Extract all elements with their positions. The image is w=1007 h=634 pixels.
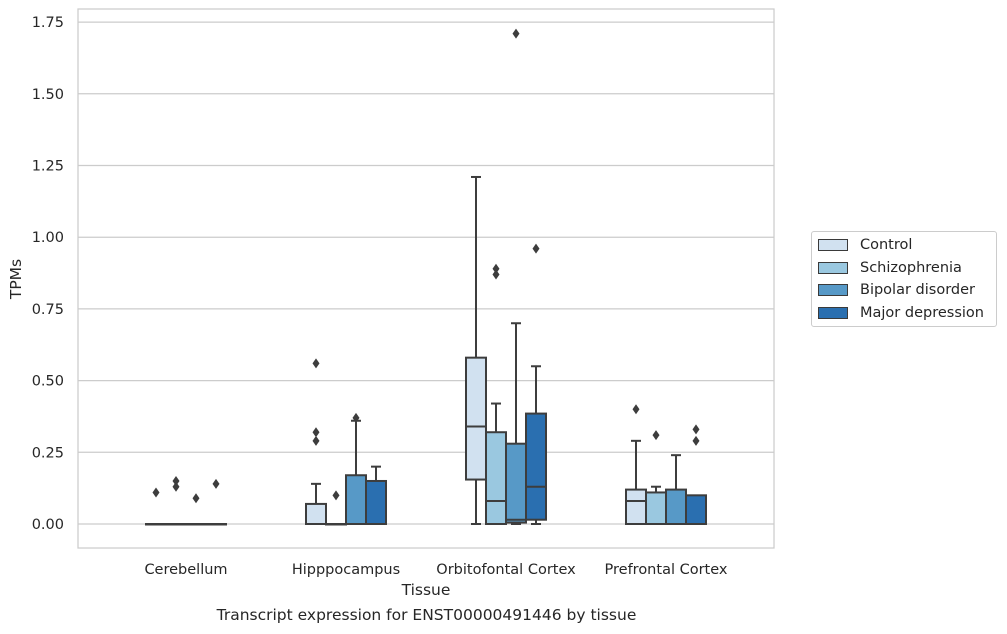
legend-swatch-control xyxy=(818,239,848,251)
y-tick-label: 0.50 xyxy=(32,374,64,390)
legend-label-major-depression: Major depression xyxy=(860,305,984,321)
y-axis-label: TPMs xyxy=(7,259,25,300)
outlier-point xyxy=(692,435,700,446)
legend-swatch-schizophrenia xyxy=(818,262,848,274)
iqr-box xyxy=(645,491,667,525)
y-tick-label: 1.25 xyxy=(32,159,64,175)
outlier-point xyxy=(632,404,640,415)
iqr-box xyxy=(485,431,507,525)
outlier-point xyxy=(192,493,200,504)
iqr-box xyxy=(525,412,547,521)
y-tick-label: 1.50 xyxy=(32,87,64,103)
outlier-point xyxy=(172,481,180,492)
box-bipolar-disorder xyxy=(185,493,207,526)
outlier-point xyxy=(332,490,340,501)
outlier-point xyxy=(512,28,520,39)
iqr-box xyxy=(465,356,487,481)
outlier-point xyxy=(172,475,180,486)
box-bipolar-disorder xyxy=(345,412,367,525)
y-tick-label: 0.00 xyxy=(32,517,64,533)
y-tick-label: 1.00 xyxy=(32,230,64,246)
box-major-depression xyxy=(525,243,547,525)
iqr-box xyxy=(685,494,707,526)
outlier-point xyxy=(532,243,540,254)
legend-swatch-major-depression xyxy=(818,307,848,319)
gridlines xyxy=(78,21,774,525)
x-tick-label: Prefrontal Cortex xyxy=(605,562,728,578)
outlier-point xyxy=(352,412,360,423)
x-tick-label: Hipppocampus xyxy=(292,562,400,578)
tick-labels: 0.00 0.25 0.50 0.75 1.00 1.25 1.50 1.75 Cerebell… xyxy=(32,15,728,578)
box-schizophrenia xyxy=(325,490,347,526)
box-major-depression xyxy=(685,424,707,526)
iqr-box xyxy=(625,488,647,526)
y-tick-label: 0.25 xyxy=(32,445,64,461)
box-control xyxy=(145,487,167,526)
outlier-point xyxy=(692,424,700,435)
iqr-box xyxy=(345,474,367,525)
legend-item-control: Control xyxy=(818,237,912,253)
box-bipolar-disorder xyxy=(665,454,687,526)
box-schizophrenia xyxy=(645,430,667,525)
legend: Control Schizophrenia Bipolar disorder M… xyxy=(811,231,997,327)
plot-frame xyxy=(77,8,775,549)
outlier-point xyxy=(492,263,500,274)
x-tick-label: Orbitofontal Cortex xyxy=(436,562,576,578)
y-tick-label: 1.75 xyxy=(32,15,64,31)
box-control xyxy=(305,358,327,526)
y-tick-label: 0.75 xyxy=(32,302,64,318)
x-axis-label: Tissue xyxy=(401,581,451,599)
outlier-point xyxy=(312,427,320,438)
legend-item-bipolar-disorder: Bipolar disorder xyxy=(818,282,975,298)
outlier-point xyxy=(212,478,220,489)
iqr-box xyxy=(665,488,687,526)
legend-item-major-depression: Major depression xyxy=(818,305,984,321)
figure-caption: Transcript expression for ENST0000049144… xyxy=(216,606,637,624)
outlier-point xyxy=(312,358,320,369)
outlier-point xyxy=(152,487,160,498)
box-control xyxy=(625,404,647,526)
outlier-point xyxy=(652,430,660,441)
box-bipolar-disorder xyxy=(505,28,527,525)
box-schizophrenia xyxy=(165,475,187,526)
box-major-depression xyxy=(365,465,387,526)
legend-swatch-bipolar-disorder xyxy=(818,284,848,296)
legend-item-schizophrenia: Schizophrenia xyxy=(818,260,962,276)
iqr-box xyxy=(505,442,527,524)
legend-label-schizophrenia: Schizophrenia xyxy=(860,260,962,276)
iqr-box xyxy=(305,502,327,526)
outlier-point xyxy=(312,435,320,446)
outlier-point xyxy=(492,269,500,280)
box-schizophrenia xyxy=(485,263,507,525)
boxes xyxy=(145,28,707,526)
legend-label-control: Control xyxy=(860,237,913,253)
legend-label-bipolar-disorder: Bipolar disorder xyxy=(860,282,975,298)
iqr-box xyxy=(365,479,387,526)
box-control xyxy=(465,175,487,525)
x-tick-label: Cerebellum xyxy=(144,562,227,578)
box-major-depression xyxy=(205,478,227,526)
